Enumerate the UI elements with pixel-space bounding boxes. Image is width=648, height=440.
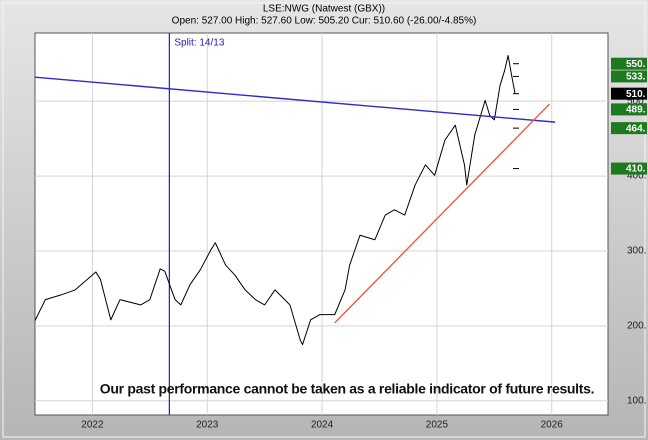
level-label: 410. bbox=[626, 164, 646, 175]
level-label: 550. bbox=[626, 59, 646, 70]
level-label: 510. bbox=[626, 89, 646, 100]
x-tick-label: 2022 bbox=[81, 420, 104, 431]
level-label: 489. bbox=[626, 105, 646, 116]
level-box bbox=[611, 103, 647, 116]
level-label: 464. bbox=[626, 123, 646, 134]
level-label: 533. bbox=[626, 72, 646, 83]
y-tick-label: 400. bbox=[627, 171, 646, 182]
data-layer bbox=[35, 33, 556, 415]
chart-title: LSE:NWG (Natwest (GBX)) bbox=[263, 4, 385, 15]
level-box bbox=[611, 57, 647, 70]
x-tick-label: 2025 bbox=[426, 420, 449, 431]
y-tick-label: 100. bbox=[627, 395, 646, 406]
disclaimer: Our past performance cannot be taken as … bbox=[100, 381, 594, 397]
grid bbox=[35, 33, 608, 415]
x-tick-label: 2023 bbox=[196, 420, 219, 431]
y-tick-label: 300. bbox=[627, 246, 646, 257]
trend-line bbox=[35, 76, 556, 123]
level-box bbox=[611, 87, 647, 100]
y-tick-label: 500. bbox=[627, 96, 646, 107]
level-box bbox=[611, 70, 647, 83]
plot-area bbox=[34, 32, 609, 416]
axes: 100. 200. 300. 400. 500. 2022 2023 2024 2025 2026… bbox=[81, 38, 647, 431]
trend-line bbox=[334, 103, 550, 324]
x-tick-label: 2024 bbox=[311, 420, 334, 431]
chart-subtitle: Open: 527.00 High: 527.60 Low: 505.20 Cu… bbox=[172, 16, 477, 27]
x-tick-label: 2026 bbox=[541, 420, 564, 431]
level-box bbox=[611, 122, 647, 135]
y-tick-label: 200. bbox=[627, 321, 646, 332]
split-label: Split: 14/13 bbox=[174, 38, 224, 49]
price-line bbox=[35, 54, 516, 346]
level-box bbox=[611, 162, 647, 175]
